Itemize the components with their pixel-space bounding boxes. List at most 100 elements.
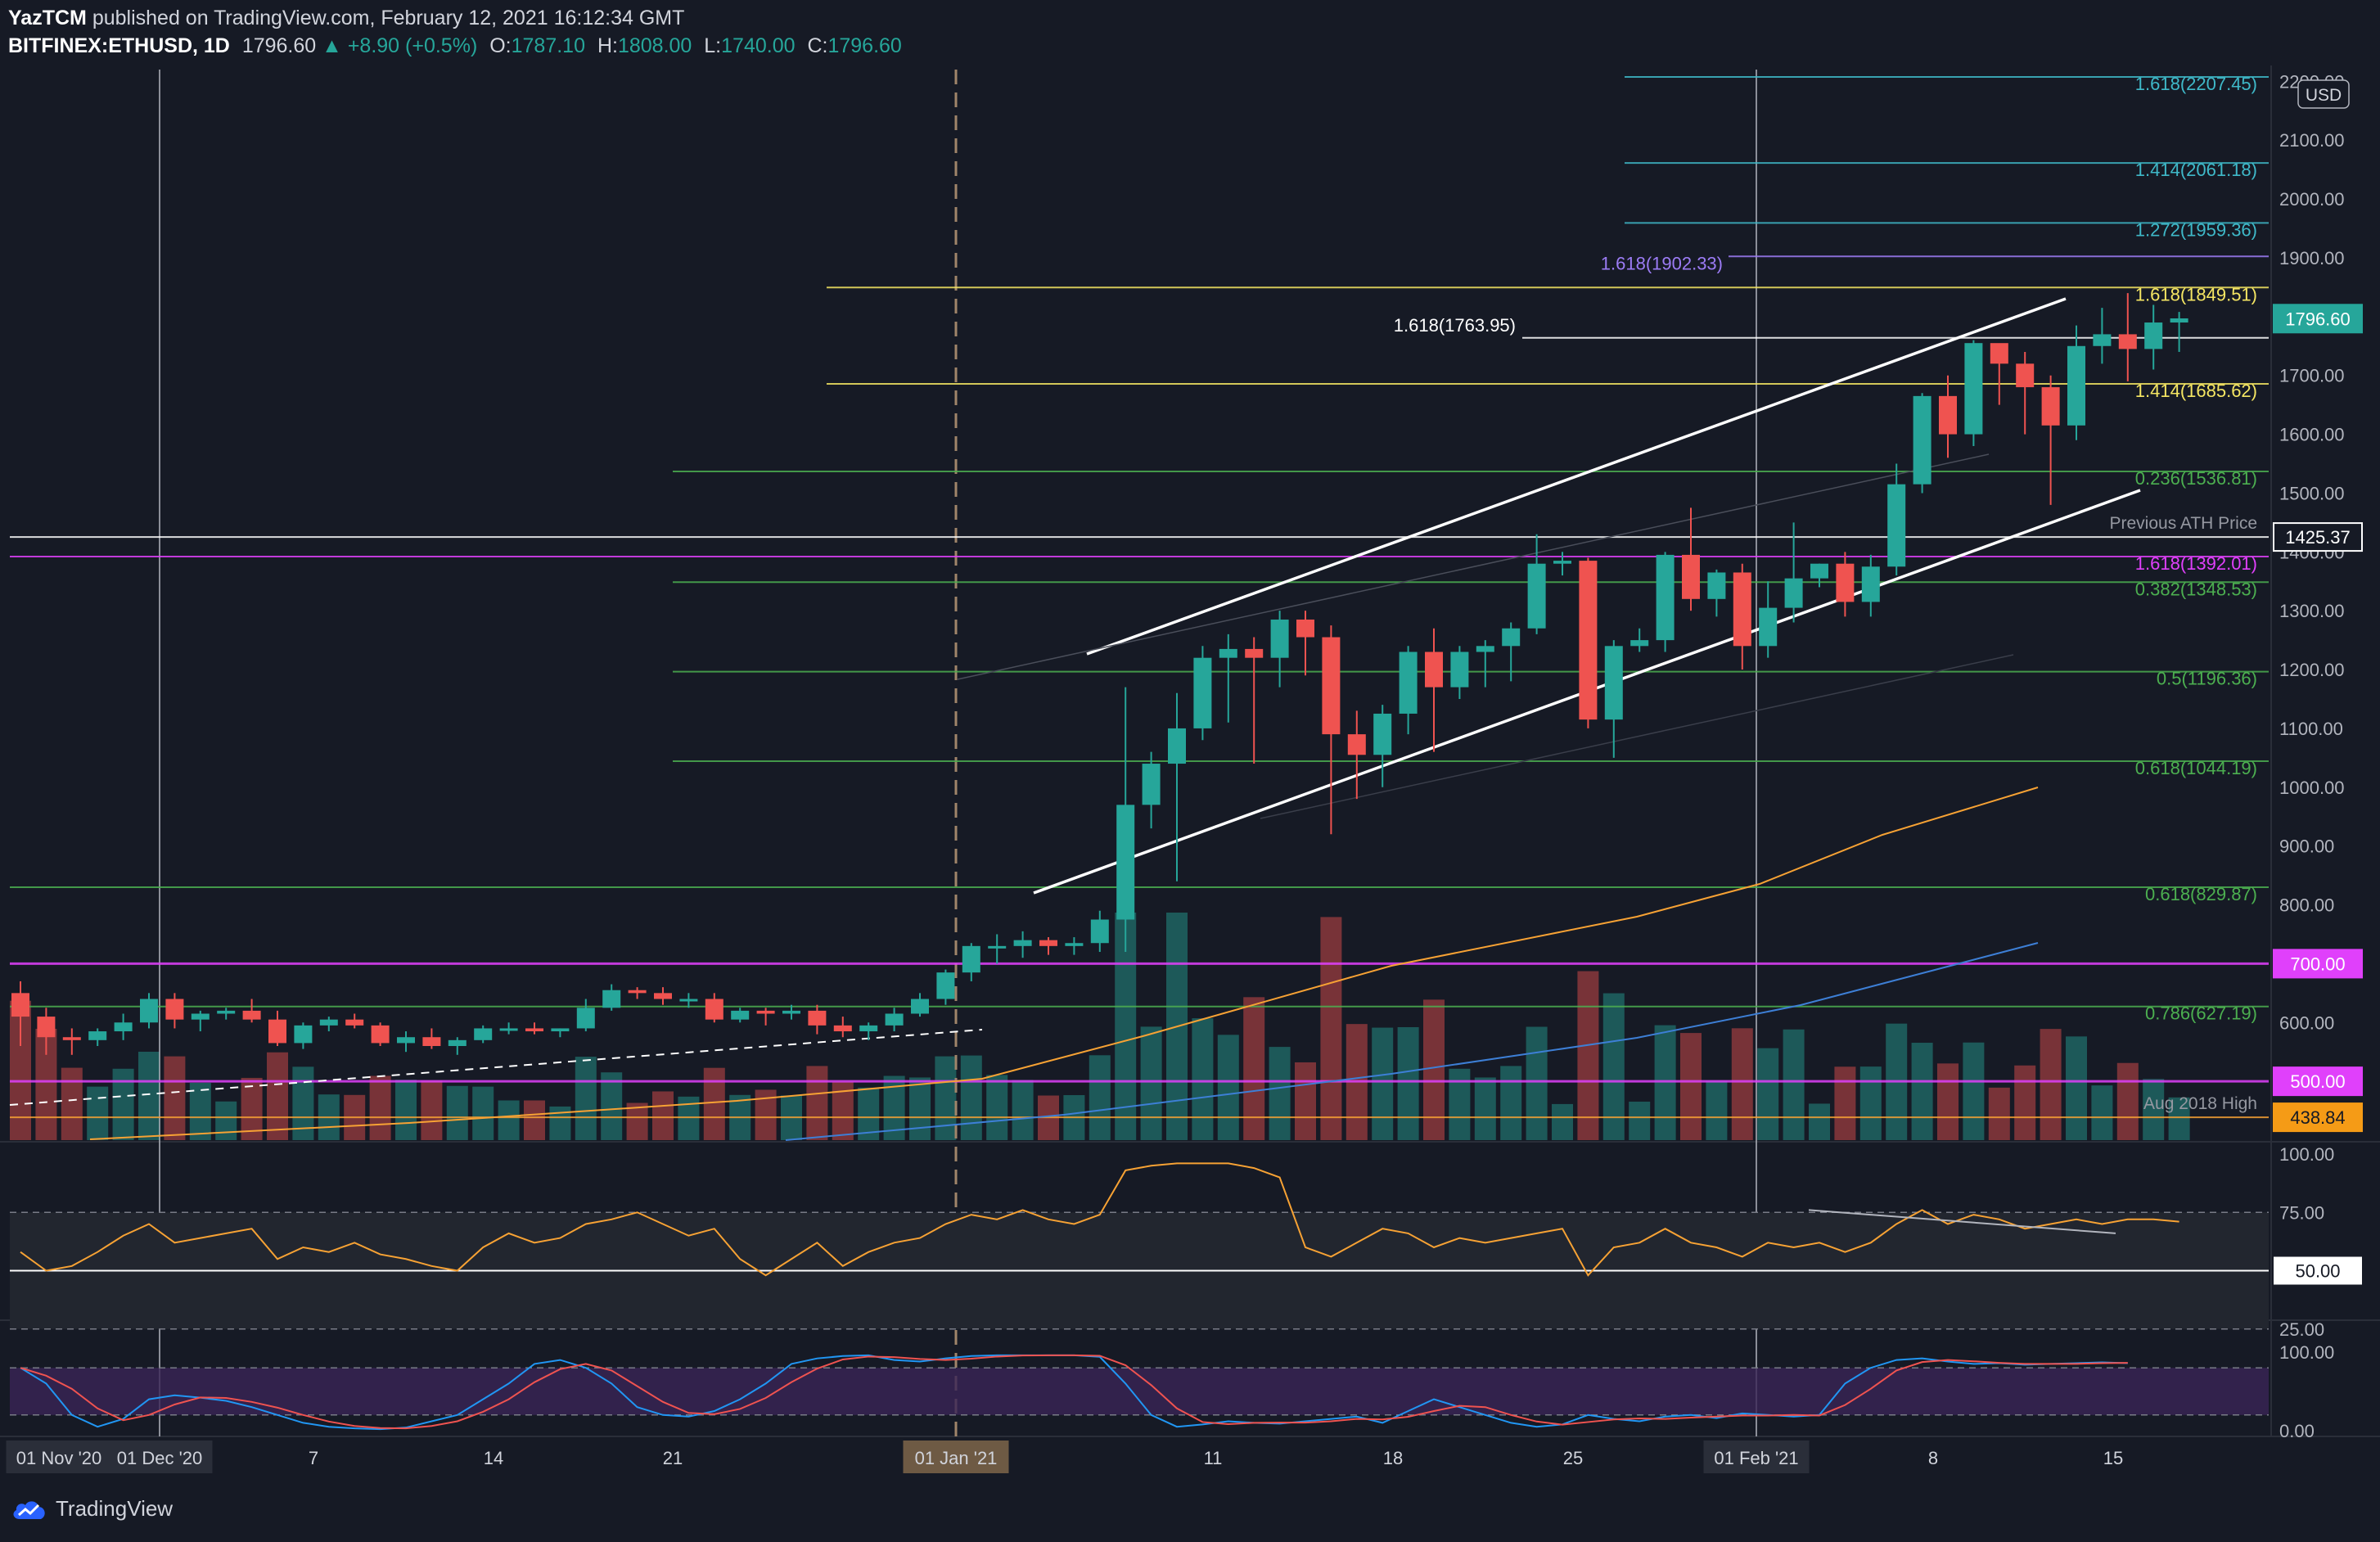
symbol-label[interactable]: BITFINEX:ETHUSD, 1D <box>8 34 230 57</box>
rsi-divergence-line <box>1808 1209 2116 1234</box>
volume-bar <box>703 1067 725 1140</box>
dashed-trendline <box>9 1029 983 1106</box>
candle-body <box>1322 637 1341 735</box>
volume-bar <box>806 1066 828 1140</box>
volume-bar <box>524 1100 545 1140</box>
candle-body <box>1836 563 1855 602</box>
time-label: 7 <box>309 1448 318 1468</box>
candle-body <box>268 1019 286 1044</box>
candle-body <box>1065 943 1084 946</box>
candle-body <box>1553 561 1571 564</box>
price-badge-box <box>2273 304 2363 334</box>
time-label-box <box>903 1441 1009 1473</box>
volume-bar <box>61 1067 83 1140</box>
volume-bar <box>909 1077 931 1140</box>
candle-body <box>1502 628 1521 647</box>
volume-bar <box>369 1075 391 1140</box>
volume-bar <box>1449 1068 1471 1140</box>
candle-body <box>2016 363 2035 388</box>
candle-body <box>88 1031 107 1040</box>
volume-bar <box>1680 1033 1702 1140</box>
price-tick: 1900.00 <box>2279 248 2345 268</box>
candle-body <box>294 1025 313 1044</box>
volume-bar <box>395 1080 417 1140</box>
author-name[interactable]: YazTCM <box>8 7 87 29</box>
level-label: 0.786(627.19) <box>2145 1003 2257 1024</box>
level-label: 1.414(1685.62) <box>2135 381 2257 401</box>
price-tick: 800.00 <box>2279 895 2334 916</box>
currency-badge <box>2297 79 2350 109</box>
candle-body <box>551 1028 570 1032</box>
time-label: 01 Nov '20 <box>16 1448 102 1468</box>
volume-bar <box>1320 917 1342 1140</box>
volume-bar <box>1217 1035 1239 1140</box>
volume-bar <box>2116 1062 2139 1140</box>
level-label: 0.618(1044.19) <box>2135 758 2257 778</box>
candle-body <box>1347 734 1366 755</box>
candle-body <box>1656 554 1675 641</box>
volume-bar <box>1988 1087 2010 1140</box>
candle-body <box>1116 805 1135 920</box>
candle-body <box>756 1010 775 1014</box>
price-badge-text: 438.84 <box>2290 1107 2345 1128</box>
high-value: 1808.00 <box>617 34 692 57</box>
volume-bar <box>1526 1026 1548 1140</box>
candle-body <box>1630 640 1649 647</box>
volume-bar <box>87 1086 109 1140</box>
volume-bars <box>10 913 2190 1140</box>
open-label: O: <box>489 34 512 57</box>
level-label: 1.414(2061.18) <box>2135 160 2257 180</box>
price-badge-text: 700.00 <box>2290 954 2345 974</box>
candle-body <box>602 990 621 1008</box>
time-label: 15 <box>2103 1448 2123 1468</box>
candle-body <box>62 1037 81 1040</box>
volume-bar <box>1706 1080 1728 1140</box>
tradingview-cloud-icon <box>13 1500 45 1519</box>
time-label-box <box>6 1441 112 1473</box>
volume-bar <box>1397 1027 1419 1140</box>
tradingview-logo[interactable]: TradingView <box>11 1496 173 1522</box>
candle-body <box>499 1028 518 1031</box>
price-tick: 1700.00 <box>2279 366 2345 386</box>
volume-bar <box>1783 1029 1805 1140</box>
volume-bar <box>267 1052 288 1140</box>
ohlc-line: BITFINEX:ETHUSD, 1D 1796.60 ▲ +8.90 (+0.… <box>8 34 902 58</box>
candle-body <box>11 993 29 1017</box>
channel-mid-line <box>1260 654 2014 819</box>
volume-bar <box>498 1100 520 1140</box>
volume-bar <box>1629 1101 1651 1140</box>
price-tick: 1500.00 <box>2279 483 2345 503</box>
close-value: 1796.60 <box>827 34 902 57</box>
volume-bar <box>1552 1103 1573 1140</box>
volume-bar <box>1809 1103 1830 1140</box>
level-label: 0.618(829.87) <box>2145 884 2257 904</box>
candle-body <box>2041 387 2060 426</box>
price-badge: 1796.60 <box>2273 304 2363 334</box>
price-tick: 1300.00 <box>2279 601 2345 621</box>
moving-average-200 <box>785 942 2039 1141</box>
candle-body <box>242 1010 261 1020</box>
time-label: 01 Jan '21 <box>915 1448 998 1468</box>
level-label: 1.618(1849.51) <box>2135 284 2257 304</box>
candle-body <box>654 993 672 999</box>
candle-body <box>1399 652 1418 714</box>
level-label: Aug 2018 High <box>2143 1094 2257 1113</box>
candle-body <box>911 999 929 1014</box>
candle-body <box>1245 648 1264 658</box>
time-label: 18 <box>1383 1448 1403 1468</box>
volume-bar <box>2066 1036 2087 1140</box>
volume-bar <box>2040 1029 2062 1140</box>
volume-bar <box>1192 1018 1214 1140</box>
volume-bar <box>1243 997 1265 1140</box>
price-badge-box <box>2273 949 2363 979</box>
time-label: 01 Dec '20 <box>117 1448 203 1468</box>
time-label-box <box>106 1441 213 1473</box>
price-badge: 1425.37 <box>2273 522 2363 552</box>
price-badge-text: 1425.37 <box>2285 527 2351 548</box>
last-price: 1796.60 <box>241 34 317 57</box>
rsi-line <box>20 1162 2179 1277</box>
volume-bar <box>446 1085 468 1140</box>
candle-body <box>1913 395 1931 485</box>
candle-body <box>1527 563 1546 629</box>
